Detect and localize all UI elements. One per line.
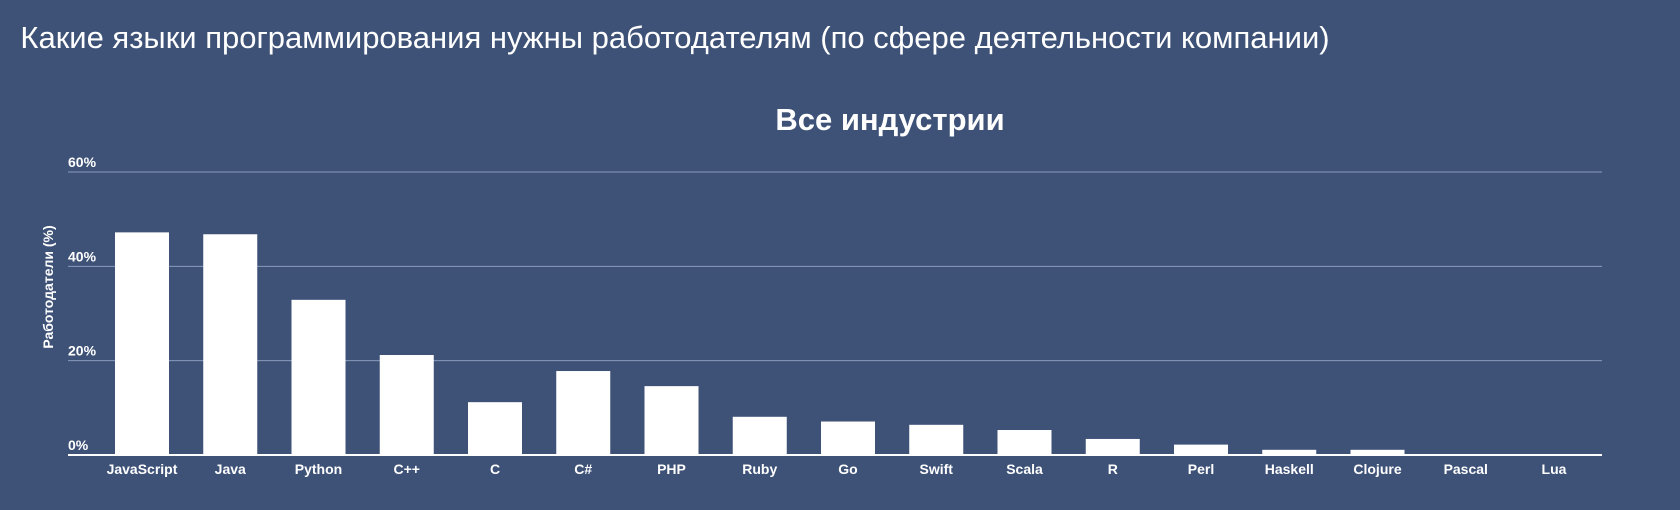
bar-c- [379, 355, 434, 455]
category-label: C# [574, 461, 592, 477]
category-label: Scala [1006, 461, 1043, 477]
bar-perl [1174, 444, 1228, 455]
category-labels: JavaScript Java Python C++ C C# PHP Ruby Go Swift… [107, 461, 1567, 477]
category-label: Ruby [742, 461, 777, 477]
category-label: Lua [1542, 461, 1567, 477]
category-label: Pascal [1444, 461, 1488, 477]
category-label: Swift [920, 461, 954, 477]
bar-r [1085, 438, 1140, 455]
bar-scala [997, 430, 1052, 455]
bar-swift [909, 424, 964, 455]
chart-title: Все индустрии [775, 102, 1004, 137]
y-tick-label: 0% [68, 437, 89, 453]
y-tick-label: 20% [68, 343, 97, 359]
category-label: Haskell [1265, 461, 1314, 477]
category-label: JavaScript [107, 461, 178, 477]
y-tick-labels: 0% 20% 40% 60% [68, 154, 97, 453]
category-label: PHP [657, 461, 686, 477]
bar-c [468, 402, 522, 455]
bar-go [821, 421, 875, 455]
bar-java [203, 234, 258, 455]
category-label: R [1108, 461, 1118, 477]
bar-haskell [1262, 449, 1317, 455]
category-label: Java [215, 461, 246, 477]
bar-clojure [1350, 449, 1405, 455]
bar-ruby [732, 416, 787, 455]
category-label: Perl [1188, 461, 1214, 477]
y-axis-title: Работодатели (%) [40, 225, 56, 348]
bar-javascript [115, 232, 169, 455]
category-label: Clojure [1353, 461, 1401, 477]
bar-c- [556, 371, 611, 455]
bars [115, 232, 1581, 455]
category-label: C++ [394, 461, 420, 477]
bar-php [644, 386, 699, 455]
category-label: Go [838, 461, 857, 477]
y-tick-label: 40% [68, 248, 97, 264]
y-tick-label: 60% [68, 154, 97, 170]
bar-python [291, 299, 346, 455]
slide-title: Какие языки программирования нужны работ… [20, 20, 1330, 55]
category-label: Python [295, 461, 342, 477]
category-label: C [490, 461, 500, 477]
